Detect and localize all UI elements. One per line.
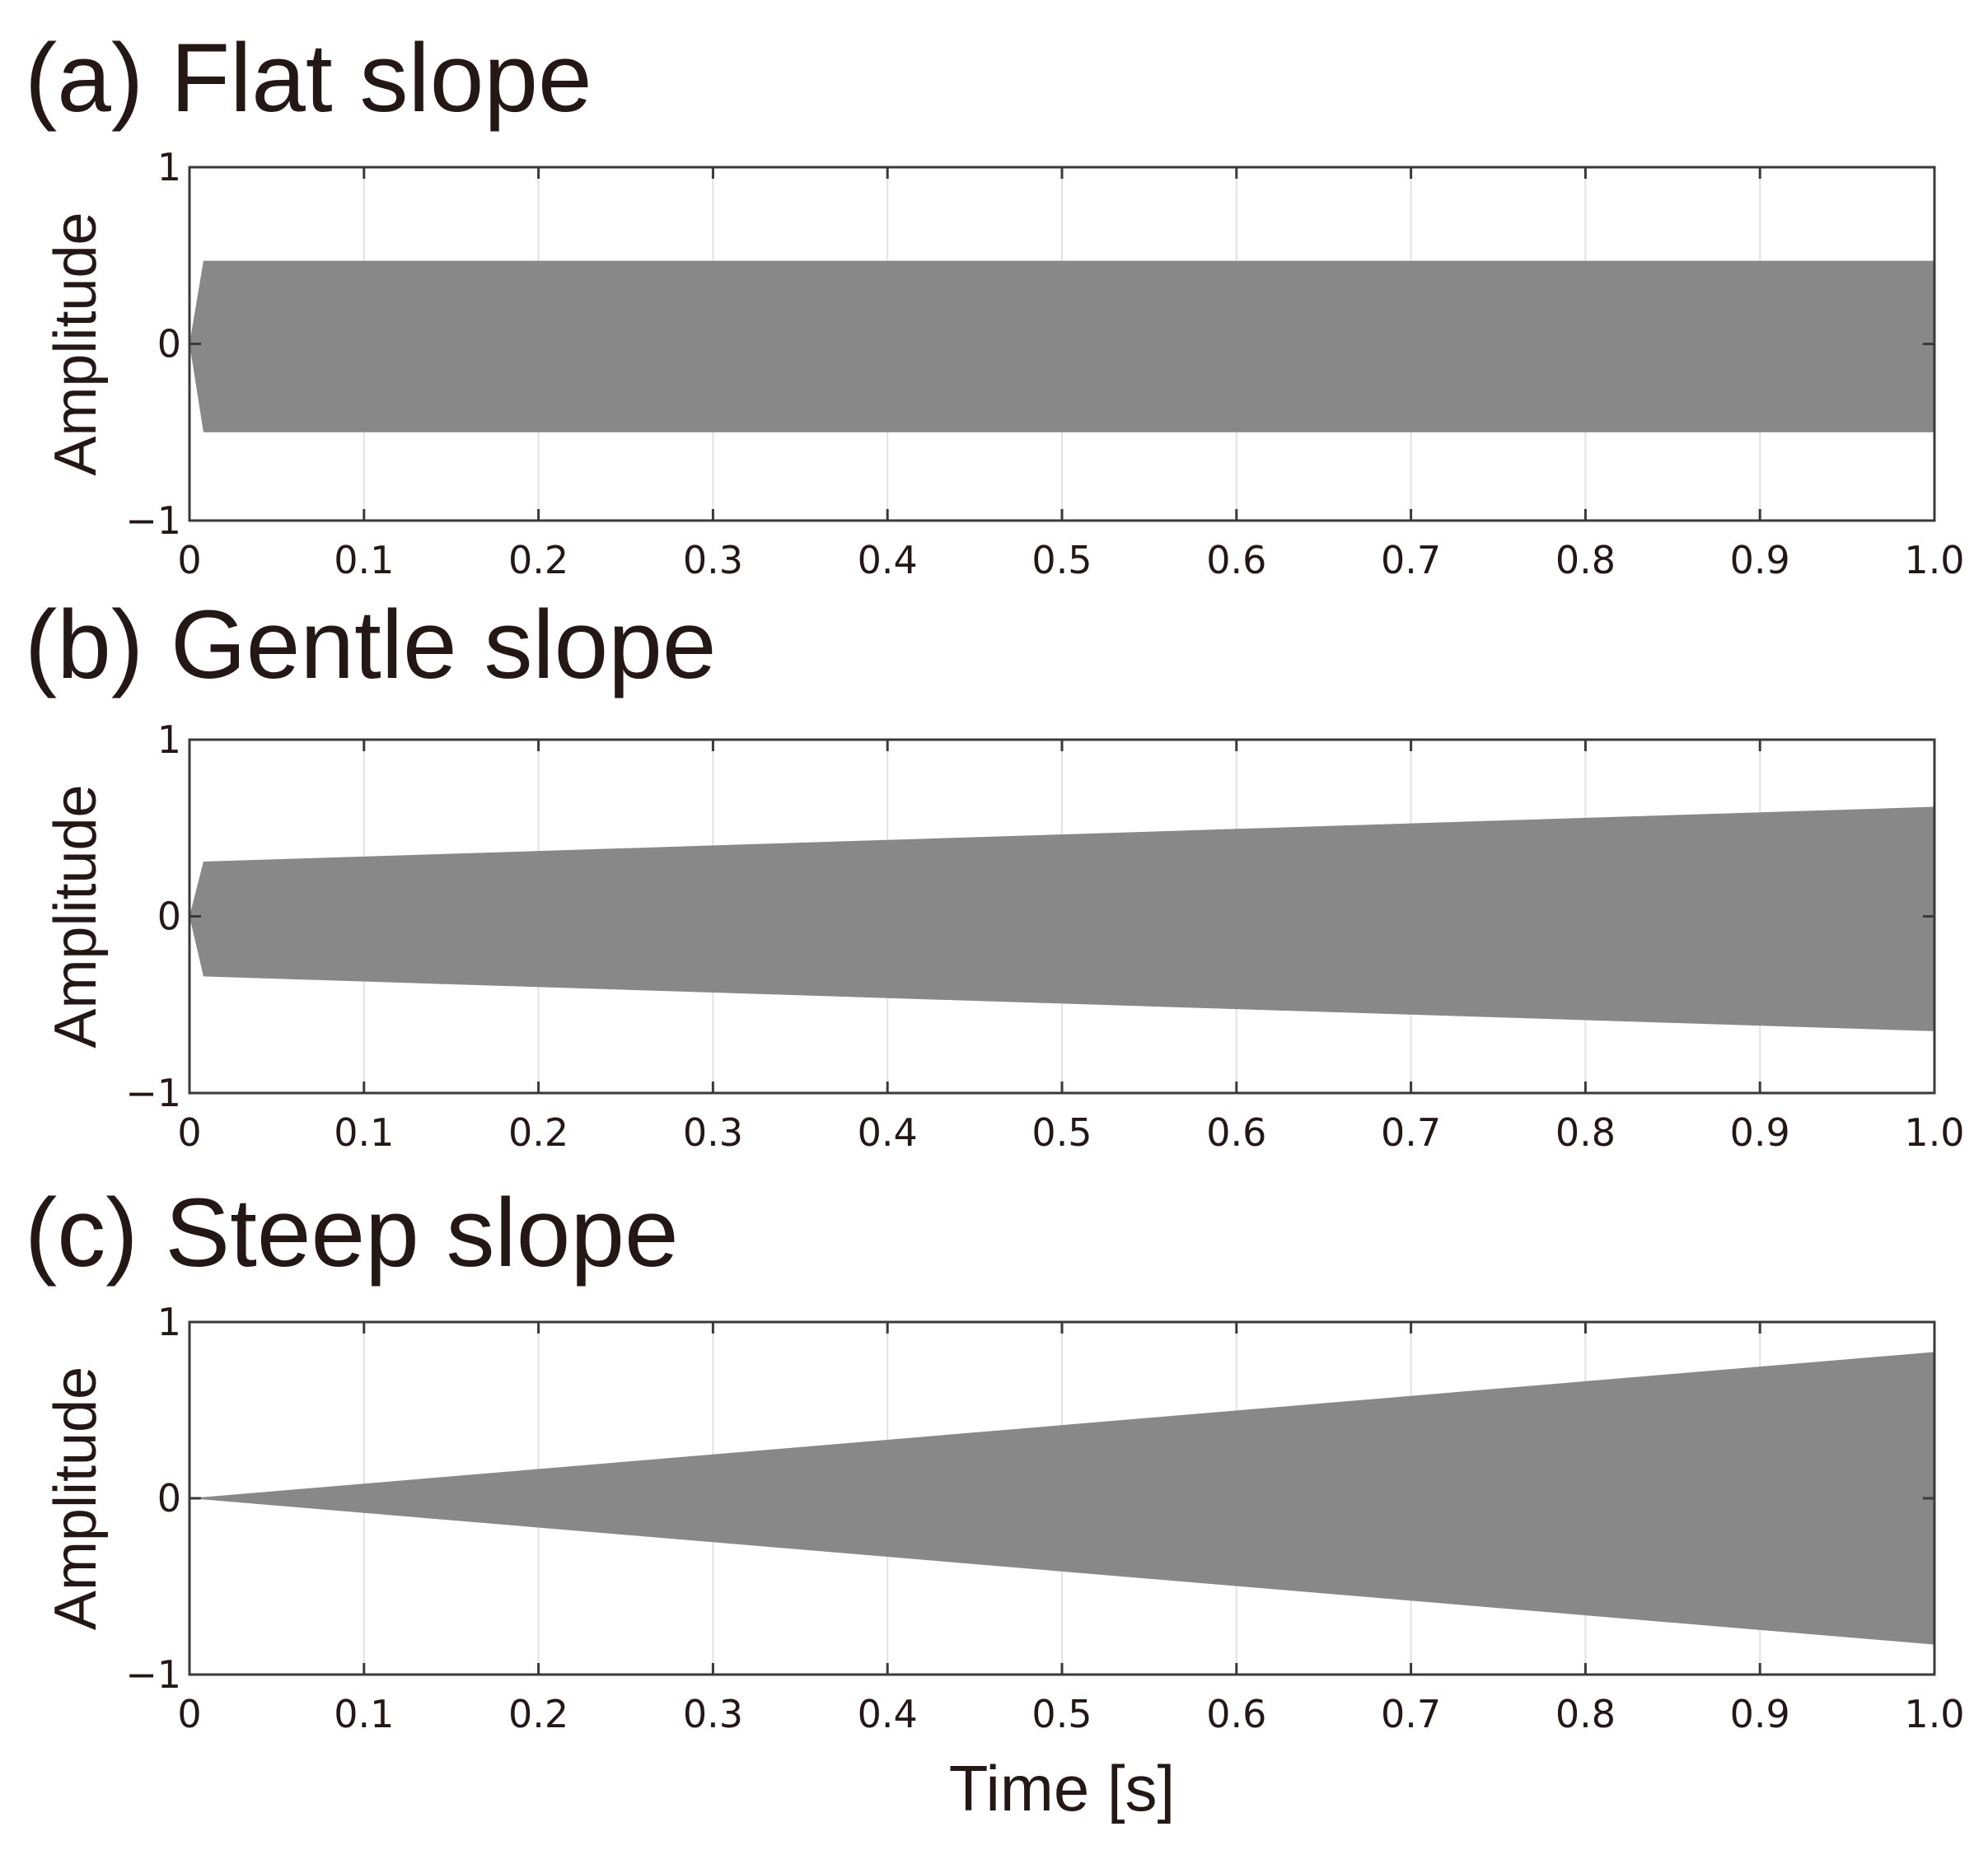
- y-tick-label: 1: [157, 717, 181, 762]
- x-tick-label: 0.3: [683, 1110, 743, 1155]
- x-tick-label: 0.6: [1206, 538, 1266, 582]
- y-tick-label: 0: [157, 1476, 181, 1521]
- x-tick-label: 0.4: [858, 1110, 918, 1155]
- y-axis-label: Amplitude: [43, 212, 109, 475]
- x-tick-label: 0.4: [858, 538, 918, 582]
- x-tick-label: 0.2: [508, 538, 568, 582]
- chart-panel-1: (a) Flat slope 0 0.1 0.2 0.3 0.4 0.5 0.6 0.7 0.8 0…: [25, 24, 1965, 582]
- x-tick-label: 0.9: [1730, 1692, 1790, 1736]
- x-tick-label: 0.2: [508, 1692, 568, 1736]
- x-tick-label: 0.7: [1381, 1110, 1441, 1155]
- x-tick-label: 0.3: [683, 538, 743, 582]
- x-tick-label: 0.7: [1381, 1692, 1441, 1736]
- x-tick-label: 1.0: [1904, 1110, 1964, 1155]
- y-tick-label: 1: [157, 145, 181, 189]
- panel-title: (a) Flat slope: [25, 24, 592, 133]
- x-tick-label: 0.3: [683, 1692, 743, 1736]
- y-tick-label: 0: [157, 322, 181, 367]
- x-tick-label: 0.6: [1206, 1110, 1266, 1155]
- x-tick-label: 0.1: [334, 538, 394, 582]
- chart-panel-3: (c) Steep slope 0 0.1 0.2 0.3 0.4 0.5 0.6 0.7 0.8…: [25, 1179, 1965, 1736]
- chart-panel-2: (b) Gentle slope 0 0.1 0.2 0.3 0.4 0.5 0.6 0.7 0.…: [25, 591, 1965, 1155]
- x-tick-label: 0.8: [1555, 1692, 1616, 1736]
- y-tick-label: 0: [157, 895, 181, 939]
- x-tick-label: 1.0: [1904, 1692, 1964, 1736]
- y-tick-label: −1: [125, 1071, 181, 1115]
- y-tick-label: 1: [157, 1300, 181, 1344]
- waveform-envelope: [189, 806, 1934, 1031]
- x-tick-label: 0.4: [858, 1692, 918, 1736]
- x-tick-label: 1.0: [1904, 538, 1964, 582]
- x-tick-label: 0.5: [1031, 1110, 1092, 1155]
- x-tick-label: 0.8: [1555, 1110, 1616, 1155]
- x-tick-label: 0: [177, 1692, 201, 1736]
- y-axis-label: Amplitude: [43, 1366, 109, 1630]
- x-tick-label: 0.9: [1730, 538, 1790, 582]
- panel-title: (c) Steep slope: [25, 1179, 679, 1287]
- waveform-envelope: [189, 260, 1934, 432]
- waveform-envelope: [189, 1352, 1934, 1645]
- x-tick-label: 0.1: [334, 1692, 394, 1736]
- x-tick-label: 0.7: [1381, 538, 1441, 582]
- y-tick-label: −1: [125, 498, 181, 543]
- y-tick-label: −1: [125, 1652, 181, 1697]
- x-tick-label: 0.8: [1555, 538, 1616, 582]
- panel-title: (b) Gentle slope: [25, 591, 717, 699]
- x-tick-label: 0.1: [334, 1110, 394, 1155]
- x-tick-label: 0.6: [1206, 1692, 1266, 1736]
- x-tick-label: 0.5: [1031, 1692, 1092, 1736]
- x-tick-label: 0.5: [1031, 538, 1092, 582]
- x-axis-label: Time [s]: [949, 1752, 1175, 1824]
- x-tick-label: 0: [177, 538, 201, 582]
- x-tick-label: 0.9: [1730, 1110, 1790, 1155]
- y-axis-label: Amplitude: [43, 784, 109, 1048]
- x-tick-label: 0.2: [508, 1110, 568, 1155]
- x-tick-label: 0: [177, 1110, 201, 1155]
